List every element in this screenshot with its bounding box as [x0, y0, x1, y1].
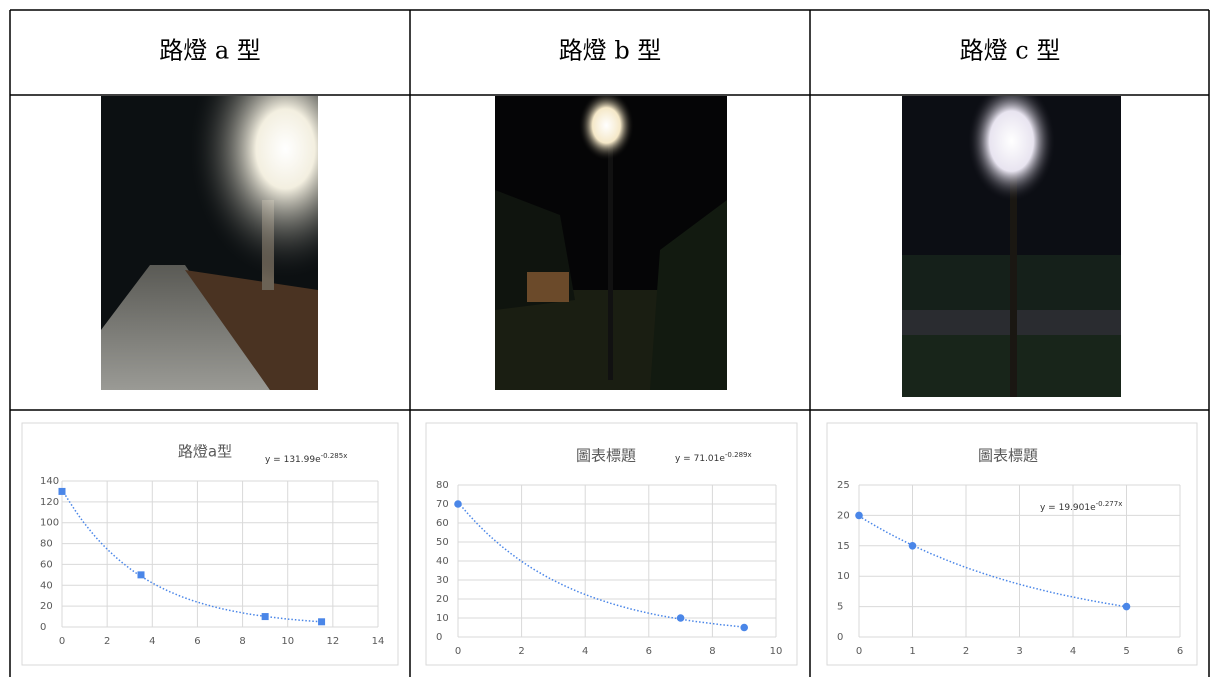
point [1122, 602, 1131, 611]
y-tick-label: 140 [40, 476, 59, 487]
y-tick-label: 0 [40, 622, 46, 633]
y-tick-label: 20 [837, 510, 850, 521]
chart-frame [826, 422, 1198, 666]
x-tick-label: 6 [194, 636, 200, 647]
x-tick-label: 10 [281, 636, 294, 647]
point [137, 571, 145, 579]
y-tick-label: 10 [436, 613, 449, 624]
header-cell: 路燈 c 型 [960, 37, 1061, 65]
trendline-equation: y = 131.99e-0.285x [265, 452, 347, 465]
chart-frame [425, 422, 798, 666]
y-tick-label: 40 [40, 580, 53, 591]
y-tick-label: 0 [436, 632, 442, 643]
y-tick-label: 70 [436, 499, 449, 510]
chart-title: 圖表標題 [576, 447, 636, 465]
y-tick-label: 15 [837, 541, 850, 552]
photo [101, 96, 318, 390]
point [855, 511, 863, 520]
x-tick-label: 0 [59, 636, 65, 647]
x-tick-label: 8 [239, 636, 245, 647]
y-tick-label: 20 [436, 594, 449, 605]
table-grid [9, 9, 1210, 677]
chart-title: 圖表標題 [978, 447, 1038, 465]
x-tick-label: 0 [856, 646, 862, 657]
equation-exponent: -0.289x [725, 451, 752, 459]
x-tick-label: 2 [518, 646, 524, 657]
x-tick-label: 0 [455, 646, 461, 657]
point [740, 623, 748, 632]
equation-base: y = 71.01e [675, 454, 725, 464]
point [261, 613, 269, 621]
trendline-equation: y = 19.901e-0.277x [1040, 500, 1122, 513]
x-tick-label: 3 [1016, 646, 1022, 657]
y-tick-label: 100 [40, 518, 59, 529]
y-tick-label: 80 [436, 480, 449, 491]
point [908, 542, 917, 550]
y-tick-label: 30 [436, 575, 449, 586]
trendline [457, 501, 745, 628]
y-tick-label: 50 [436, 537, 449, 548]
x-tick-label: 1 [909, 646, 915, 657]
y-tick-label: 25 [837, 480, 850, 491]
point [318, 618, 326, 626]
x-tick-label: 2 [963, 646, 969, 657]
photo [495, 96, 727, 390]
x-tick-label: 14 [372, 636, 385, 647]
y-tick-label: 60 [40, 559, 53, 570]
point [454, 500, 462, 508]
x-tick-label: 6 [1177, 646, 1183, 657]
y-tick-label: 80 [40, 539, 53, 550]
x-tick-label: 6 [646, 646, 652, 657]
chart-title: 路燈a型 [178, 443, 232, 461]
y-tick-label: 5 [837, 602, 843, 613]
point [58, 487, 66, 495]
header-cell: 路燈 a 型 [159, 37, 261, 65]
y-tick-label: 10 [837, 571, 850, 582]
x-tick-label: 12 [326, 636, 339, 647]
equation-base: y = 19.901e [1040, 503, 1096, 513]
y-tick-label: 120 [40, 497, 59, 508]
y-tick-label: 20 [40, 601, 53, 612]
trendline [858, 515, 1127, 608]
equation-base: y = 131.99e [265, 455, 321, 465]
trendline-equation: y = 71.01e-0.289x [675, 451, 752, 464]
y-tick-label: 60 [436, 518, 449, 529]
x-tick-label: 4 [582, 646, 588, 657]
x-tick-label: 10 [770, 646, 783, 657]
x-tick-label: 8 [709, 646, 715, 657]
x-tick-label: 2 [104, 636, 110, 647]
photo [902, 96, 1121, 397]
x-tick-label: 4 [1070, 646, 1076, 657]
header-cell: 路燈 b 型 [559, 37, 662, 65]
x-tick-label: 4 [149, 636, 155, 647]
equation-exponent: -0.285x [321, 452, 348, 460]
trendline [61, 489, 322, 623]
point [676, 614, 685, 622]
x-tick-label: 5 [1123, 646, 1129, 657]
y-tick-label: 0 [837, 632, 843, 643]
y-tick-label: 40 [436, 556, 449, 567]
equation-exponent: -0.277x [1096, 500, 1123, 508]
